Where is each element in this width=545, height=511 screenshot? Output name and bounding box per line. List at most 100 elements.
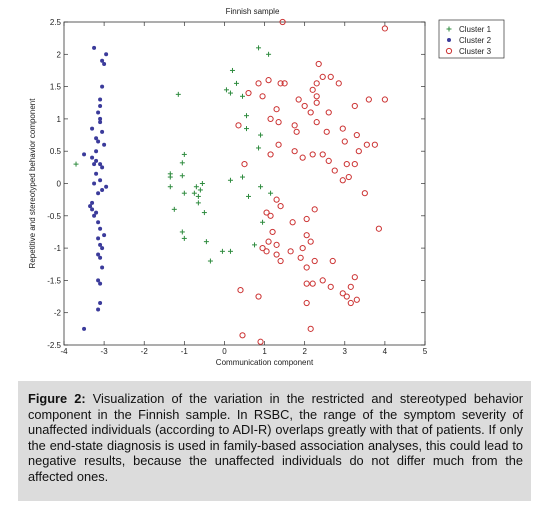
cluster-3-point (267, 115, 274, 123)
cluster-1-point (223, 87, 229, 93)
cluster-3-point (265, 238, 272, 245)
cluster-3-point (319, 151, 326, 158)
cluster-3-point (339, 177, 346, 184)
cluster-1-point (175, 91, 181, 97)
cluster-2-point (100, 84, 105, 89)
scatter-chart: -4 -3 -2 -1 0 1 2 3 4 5 -2.5 -2 -1.5 -1 -0.5 0 0.5 1 1.5 2 2… (28, 7, 505, 367)
cluster-2-point (98, 120, 103, 125)
cluster-2-point (98, 242, 103, 247)
cluster-1-point (197, 187, 203, 193)
cluster-3-point (303, 299, 310, 307)
cluster-1-point (179, 173, 185, 179)
cluster-2-point (96, 278, 101, 283)
cluster-3-point (319, 277, 326, 284)
cluster-3-point (343, 161, 350, 168)
cluster-2-point (102, 233, 107, 238)
cluster-3-point (325, 157, 332, 164)
cluster-3-point (299, 245, 306, 252)
cluster-3-point (255, 293, 262, 300)
legend-marker-cluster-3 (445, 47, 453, 55)
x-tick-label: 0 (222, 347, 227, 356)
cluster-3-point (313, 119, 320, 126)
cluster-3-point (235, 122, 242, 129)
cluster-3-point (361, 190, 368, 197)
plot-frame (63, 21, 426, 346)
cluster-2-point (96, 236, 101, 241)
cluster-3-point (277, 257, 284, 265)
y-tick-label: 0 (57, 180, 62, 189)
cluster-3-point (273, 196, 280, 203)
cluster-3-point (303, 264, 310, 271)
cluster-3-point (309, 280, 316, 287)
cluster-3-point (347, 283, 354, 290)
x-tick-label: -2 (141, 347, 149, 356)
cluster-1-point (266, 51, 272, 57)
cluster-2-point (102, 142, 107, 147)
cluster-3-point (269, 228, 276, 236)
y-tick-label: -2 (54, 309, 62, 318)
cluster-3-point (353, 296, 360, 303)
y-tick-label: -2.5 (47, 341, 61, 350)
cluster-3-point (309, 86, 316, 93)
x-tick-label: 5 (423, 347, 428, 356)
cluster-3-point (297, 254, 304, 261)
cluster-2-point (94, 136, 99, 141)
cluster-2-point (98, 301, 103, 306)
cluster-3-point (287, 248, 294, 255)
x-axis-label: Communication component (216, 358, 314, 367)
cluster-3-point (279, 18, 286, 26)
cluster-3-point (257, 338, 264, 345)
cluster-1-point (268, 190, 274, 196)
cluster-3-point (237, 286, 244, 294)
cluster-2-point (100, 265, 105, 270)
cluster-3-point (325, 109, 332, 116)
cluster-2-point (96, 307, 101, 312)
cluster-3-point (303, 280, 310, 287)
cluster-2-point (96, 191, 101, 196)
cluster-1-point (171, 206, 177, 212)
cluster-2-point (100, 187, 105, 192)
legend-label-cluster-3: Cluster 3 (459, 47, 492, 56)
x-tick-label: 3 (343, 347, 348, 356)
cluster-1-point (252, 242, 258, 248)
cluster-3-point (273, 241, 280, 248)
cluster-2-point (102, 61, 107, 66)
caption-text: Visualization of the variation in the re… (28, 391, 523, 484)
cluster-3-point (277, 203, 284, 210)
cluster-3-point (323, 128, 330, 135)
y-tick-label: 2.5 (50, 18, 62, 27)
legend-marker-cluster-2 (447, 38, 451, 42)
chart-title: Finnish sample (226, 7, 280, 16)
cluster-3-point (313, 93, 320, 100)
cluster-2-point (98, 178, 103, 183)
x-tick-label: -4 (60, 347, 68, 356)
cluster-3-point (311, 257, 318, 265)
y-axis-label: Repetitive and stereotyped behavior comp… (28, 98, 37, 269)
cluster-1-point (239, 93, 245, 99)
cluster-2-point (96, 139, 101, 144)
cluster-3-point (329, 257, 336, 265)
cluster-3-point (263, 209, 270, 216)
cluster-2-point (92, 213, 97, 218)
cluster-3-point (255, 80, 262, 87)
cluster-1-point (207, 258, 213, 264)
cluster-3-point (327, 283, 334, 290)
cluster-3-point (343, 293, 350, 300)
cluster-3-point (273, 106, 280, 113)
cluster-2-point (90, 126, 95, 131)
cluster-3-point (363, 141, 370, 148)
cluster-2-point (100, 58, 105, 63)
y-tick-label: -0.5 (47, 212, 61, 221)
cluster-1-point (179, 229, 185, 235)
cluster-1-point (181, 151, 187, 157)
cluster-1-point (239, 174, 245, 180)
cluster-3-point (259, 245, 266, 252)
cluster-2-point (92, 181, 97, 186)
cluster-3-point (371, 141, 378, 148)
cluster-3-point (315, 60, 322, 68)
cluster-2-point (88, 204, 93, 209)
cluster-3-point (291, 122, 298, 129)
cluster-3-point (355, 148, 362, 155)
cluster-3-point (311, 206, 318, 213)
cluster-3-point (281, 80, 288, 87)
